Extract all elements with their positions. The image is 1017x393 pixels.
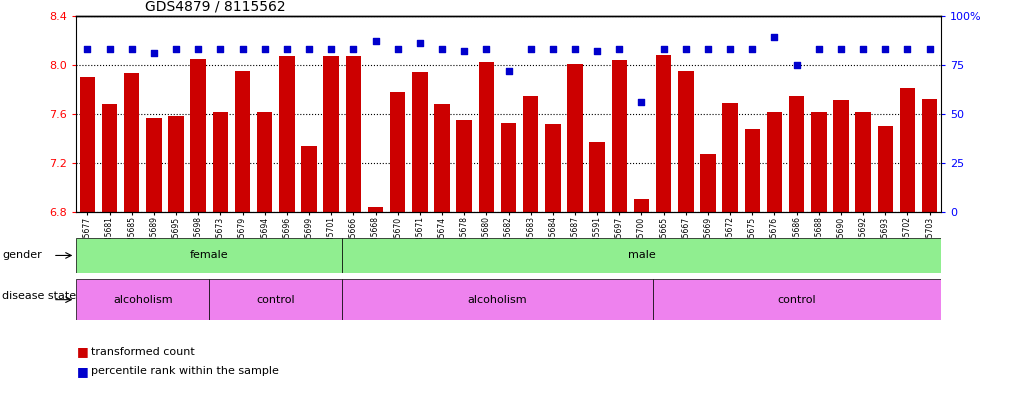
Point (434, 46, 451, 52)
Text: control: control (777, 295, 816, 305)
Bar (368, 208, 383, 212)
Point (478, 46, 494, 52)
Point (390, 46, 406, 52)
Point (589, 48, 605, 54)
Point (145, 50, 162, 56)
Bar (102, 104, 117, 212)
Point (345, 46, 361, 52)
Bar (235, 71, 250, 212)
Text: ■: ■ (77, 345, 89, 358)
Point (833, 46, 849, 52)
Bar (346, 56, 361, 212)
Bar (279, 56, 295, 212)
Bar (390, 92, 406, 212)
Bar (722, 103, 738, 212)
Bar (500, 123, 517, 212)
Text: alcoholism: alcoholism (113, 295, 173, 305)
Bar (343, 279, 653, 320)
Point (811, 46, 827, 52)
Point (213, 46, 229, 52)
Bar (257, 112, 273, 212)
Text: ■: ■ (77, 365, 89, 378)
Text: female: female (190, 250, 229, 261)
Bar (76, 279, 210, 320)
Point (744, 46, 761, 52)
Bar (855, 112, 871, 212)
Bar (545, 124, 560, 212)
Bar (789, 95, 804, 212)
Bar (653, 279, 941, 320)
Bar (567, 64, 583, 212)
Point (79, 46, 96, 52)
Bar (701, 154, 716, 212)
Bar (744, 129, 760, 212)
Text: percentile rank within the sample: percentile rank within the sample (91, 366, 279, 376)
Bar (678, 71, 694, 212)
Text: male: male (627, 250, 655, 261)
Bar (213, 112, 228, 212)
Bar (412, 72, 427, 212)
Point (722, 46, 738, 52)
Bar (833, 101, 849, 212)
Point (566, 46, 583, 52)
Text: gender: gender (2, 250, 42, 261)
Point (456, 48, 472, 54)
Point (412, 40, 428, 46)
Point (190, 46, 206, 52)
Point (123, 46, 139, 52)
Bar (124, 73, 139, 212)
Point (256, 46, 273, 52)
Point (788, 62, 804, 68)
Text: transformed count: transformed count (91, 347, 194, 357)
Point (767, 34, 783, 40)
Bar (146, 118, 162, 212)
Point (700, 46, 716, 52)
Text: disease state: disease state (2, 291, 76, 301)
Point (279, 46, 295, 52)
Bar (611, 60, 627, 212)
Bar (76, 238, 343, 273)
Point (634, 99, 650, 105)
Bar (921, 99, 938, 212)
Point (234, 46, 250, 52)
Point (611, 46, 627, 52)
Bar (457, 120, 472, 212)
Point (500, 68, 517, 74)
Bar (79, 77, 96, 212)
Bar (323, 56, 339, 212)
Bar (812, 112, 827, 212)
Bar (301, 146, 316, 212)
Point (545, 46, 561, 52)
Bar (878, 126, 893, 212)
Point (855, 46, 872, 52)
Point (677, 46, 694, 52)
Bar (434, 104, 450, 212)
Point (921, 46, 938, 52)
Point (168, 46, 184, 52)
Bar (343, 238, 941, 273)
Bar (168, 116, 184, 212)
Point (523, 46, 539, 52)
Bar (523, 95, 538, 212)
Text: control: control (256, 295, 295, 305)
Bar (190, 59, 206, 212)
Point (323, 46, 340, 52)
Point (656, 46, 672, 52)
Bar (634, 199, 649, 212)
Point (367, 38, 383, 44)
Bar (900, 88, 915, 212)
Bar (479, 62, 494, 212)
Bar (590, 142, 605, 212)
Point (899, 46, 915, 52)
Point (878, 46, 894, 52)
Text: GDS4879 / 8115562: GDS4879 / 8115562 (145, 0, 286, 13)
Bar (210, 279, 343, 320)
Text: alcoholism: alcoholism (468, 295, 527, 305)
Point (301, 46, 317, 52)
Point (102, 46, 118, 52)
Bar (767, 112, 782, 212)
Bar (656, 55, 671, 212)
